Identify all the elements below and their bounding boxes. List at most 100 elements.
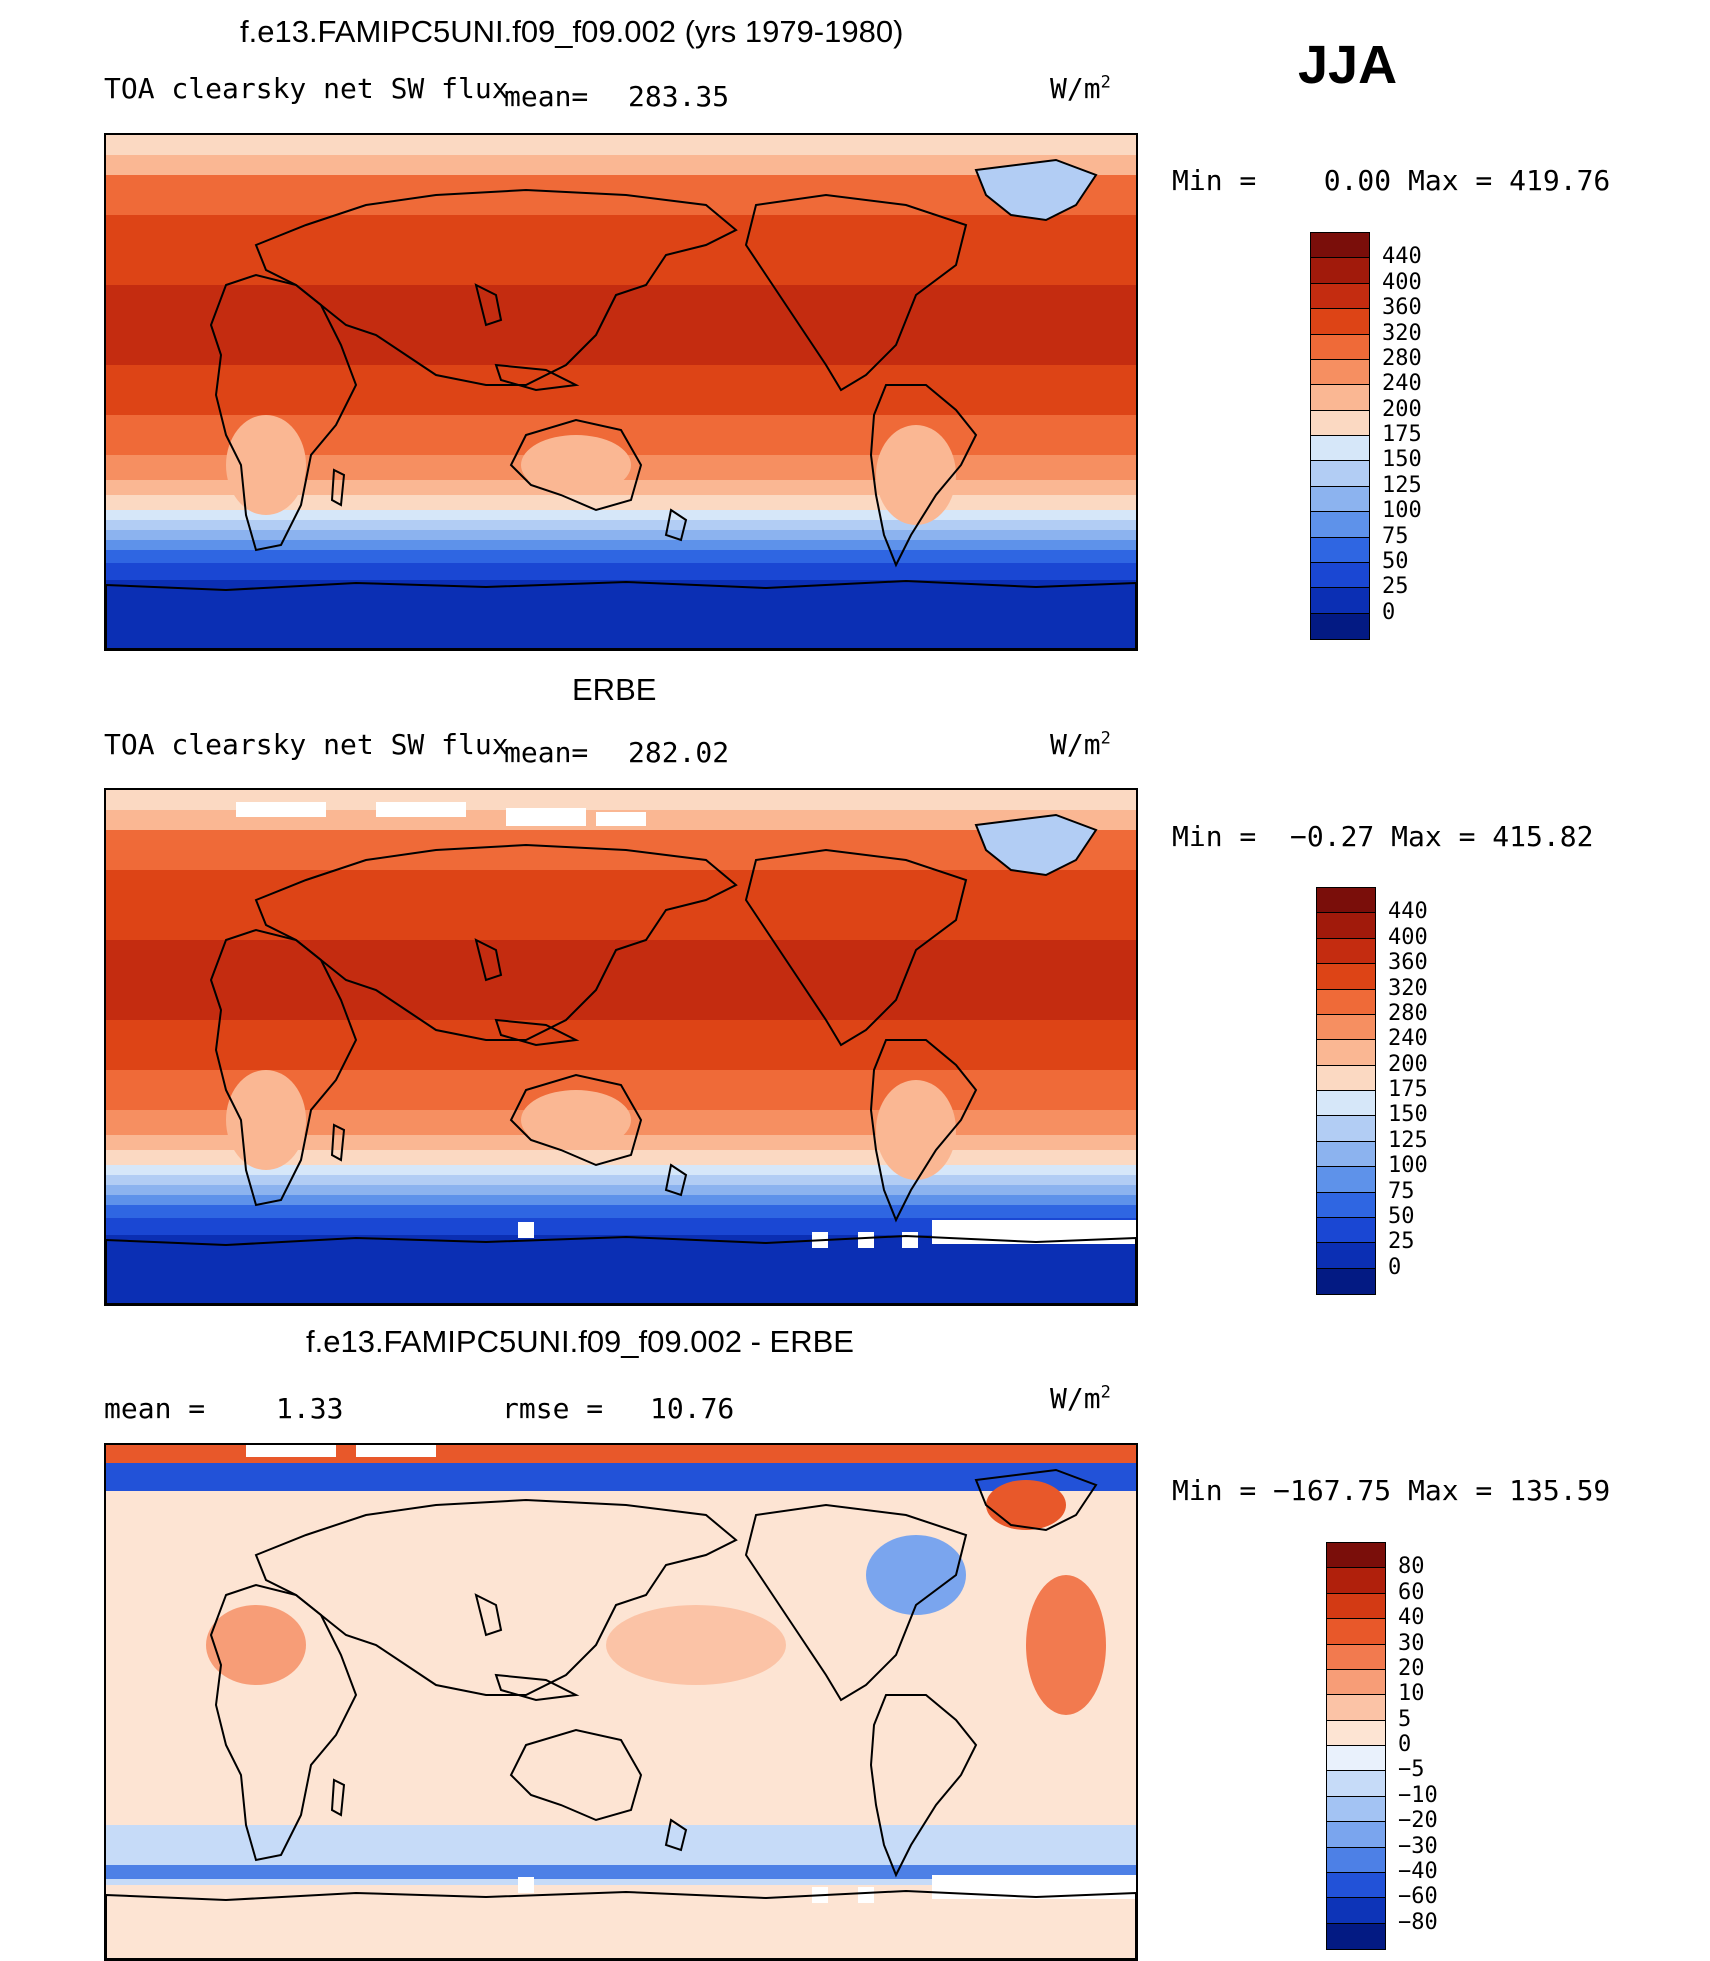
colorbar-swatch — [1311, 334, 1369, 360]
flux-band — [106, 540, 1136, 550]
colorbar-tick-label: −20 — [1398, 1808, 1438, 1834]
continent-coastline — [254, 188, 738, 386]
colorbar-swatch — [1311, 486, 1369, 513]
panel3-rmse-value: 10.76 — [650, 1392, 735, 1425]
colorbar-tick-label: −30 — [1398, 1833, 1438, 1859]
continent-coastline — [330, 1778, 346, 1817]
colorbar-tick-label: 60 — [1398, 1579, 1425, 1605]
continent-coastline — [474, 283, 503, 327]
australia-patch — [521, 435, 631, 495]
flux-band — [106, 1175, 1136, 1185]
colorbar-swatch — [1311, 588, 1369, 614]
colorbar-tick-label: 100 — [1382, 498, 1422, 524]
colorbar-swatch — [1317, 1167, 1375, 1193]
panel2-mean-value: 282.02 — [628, 736, 730, 769]
australia-patch — [521, 1090, 631, 1150]
panel1-unit: W/m2 — [1050, 72, 1111, 105]
panel3-unit: W/m2 — [1050, 1382, 1111, 1415]
colorbar-swatch — [1327, 1796, 1385, 1823]
flux-band — [106, 1165, 1136, 1175]
colorbar-tick-label: 360 — [1388, 950, 1428, 976]
colorbar-swatch — [1311, 233, 1369, 259]
continent-coastline — [509, 418, 643, 512]
missing-data-box — [356, 1445, 436, 1457]
colorbar-tick-label: −10 — [1398, 1782, 1438, 1808]
greenland-patch — [976, 160, 1096, 220]
missing-data-box — [236, 802, 326, 817]
flux-band — [106, 605, 1136, 649]
colorbar-tick-label: 175 — [1388, 1077, 1428, 1102]
colorbar-swatch — [1327, 1593, 1385, 1620]
continent-coastline — [974, 1468, 1098, 1532]
colorbar-tick-label: 280 — [1382, 345, 1422, 371]
colorbar-swatch — [1317, 1141, 1375, 1168]
colorbar-swatch — [1317, 1116, 1375, 1142]
colorbar-swatch — [1317, 1243, 1375, 1269]
continent-coastline — [254, 843, 738, 1041]
colorbar-tick-label: 75 — [1382, 523, 1409, 549]
flux-band — [106, 155, 1136, 175]
colorbar-tick-label: 75 — [1388, 1178, 1415, 1204]
colorbar-tick-label: 40 — [1398, 1605, 1425, 1631]
greenland-patch — [976, 815, 1096, 875]
missing-data-box — [506, 808, 586, 826]
colorbar-swatch — [1327, 1568, 1385, 1594]
colorbar-tick-label: 400 — [1382, 269, 1422, 295]
colorbar-tick-label: 440 — [1382, 244, 1422, 270]
missing-data-box — [858, 1887, 874, 1903]
flux-band — [106, 550, 1136, 563]
colorbar-tick-label: 50 — [1388, 1203, 1415, 1229]
colorbar-tick-label: 0 — [1388, 1254, 1402, 1280]
diff-positive-patch — [986, 1480, 1066, 1530]
colorbar-tick-label: 360 — [1382, 295, 1422, 321]
diff-high-lat-band — [106, 1463, 1136, 1491]
continent-coastline — [474, 1593, 503, 1637]
south-america-patch — [876, 425, 956, 525]
continent-coastline — [509, 1728, 643, 1822]
continent-coastline — [509, 1073, 643, 1167]
missing-data-box — [858, 1232, 874, 1248]
panel1-variable: TOA clearsky net SW flux — [104, 72, 509, 105]
colorbar-swatch — [1317, 964, 1375, 990]
colorbar-swatch — [1311, 359, 1369, 386]
flux-band — [106, 1020, 1136, 1070]
colorbar-swatch — [1311, 512, 1369, 538]
panel2-unit: W/m2 — [1050, 728, 1111, 761]
colorbar-swatch — [1317, 1192, 1375, 1218]
panel3-mean-value: 1.33 — [276, 1392, 344, 1425]
missing-data-box — [246, 1445, 336, 1457]
colorbar-swatch — [1327, 1619, 1385, 1645]
colorbar-swatch — [1327, 1746, 1385, 1772]
colorbar-tick-label: 25 — [1382, 574, 1409, 600]
colorbar-swatch — [1327, 1923, 1385, 1949]
diff-positive-patch — [1026, 1575, 1106, 1715]
colorbar-swatch — [1311, 537, 1369, 563]
colorbar-tick-label: 30 — [1398, 1630, 1425, 1656]
colorbar-tick-label: 150 — [1388, 1102, 1428, 1128]
colorbar-swatch — [1311, 385, 1369, 411]
flux-band — [106, 940, 1136, 1020]
colorbar-swatch — [1317, 888, 1375, 914]
continent-coastline — [744, 848, 968, 1047]
colorbar-swatch — [1327, 1644, 1385, 1670]
antarctica-coastline — [106, 1234, 1136, 1304]
missing-data-box — [596, 812, 646, 826]
colorbar-tick-label: 5 — [1398, 1706, 1412, 1732]
continent-coastline — [744, 1503, 968, 1702]
colorbar-swatch — [1327, 1695, 1385, 1721]
continent-coastline — [330, 468, 346, 507]
colorbar-swatch — [1311, 410, 1369, 436]
colorbar-swatch — [1327, 1720, 1385, 1746]
colorbar-tick-label: 440 — [1388, 899, 1428, 925]
continent-coastline — [744, 193, 968, 392]
flux-band — [106, 790, 1136, 810]
antarctica-coastline — [106, 579, 1136, 649]
colorbar-tick-label: 125 — [1382, 472, 1422, 498]
flux-band — [106, 1218, 1136, 1235]
flux-band — [106, 510, 1136, 520]
flux-band — [106, 563, 1136, 580]
diff-southern-negative — [106, 1865, 1136, 1879]
continent-coastline — [330, 1123, 346, 1162]
season-label: JJA — [1298, 35, 1398, 95]
colorbar-swatch — [1311, 258, 1369, 284]
